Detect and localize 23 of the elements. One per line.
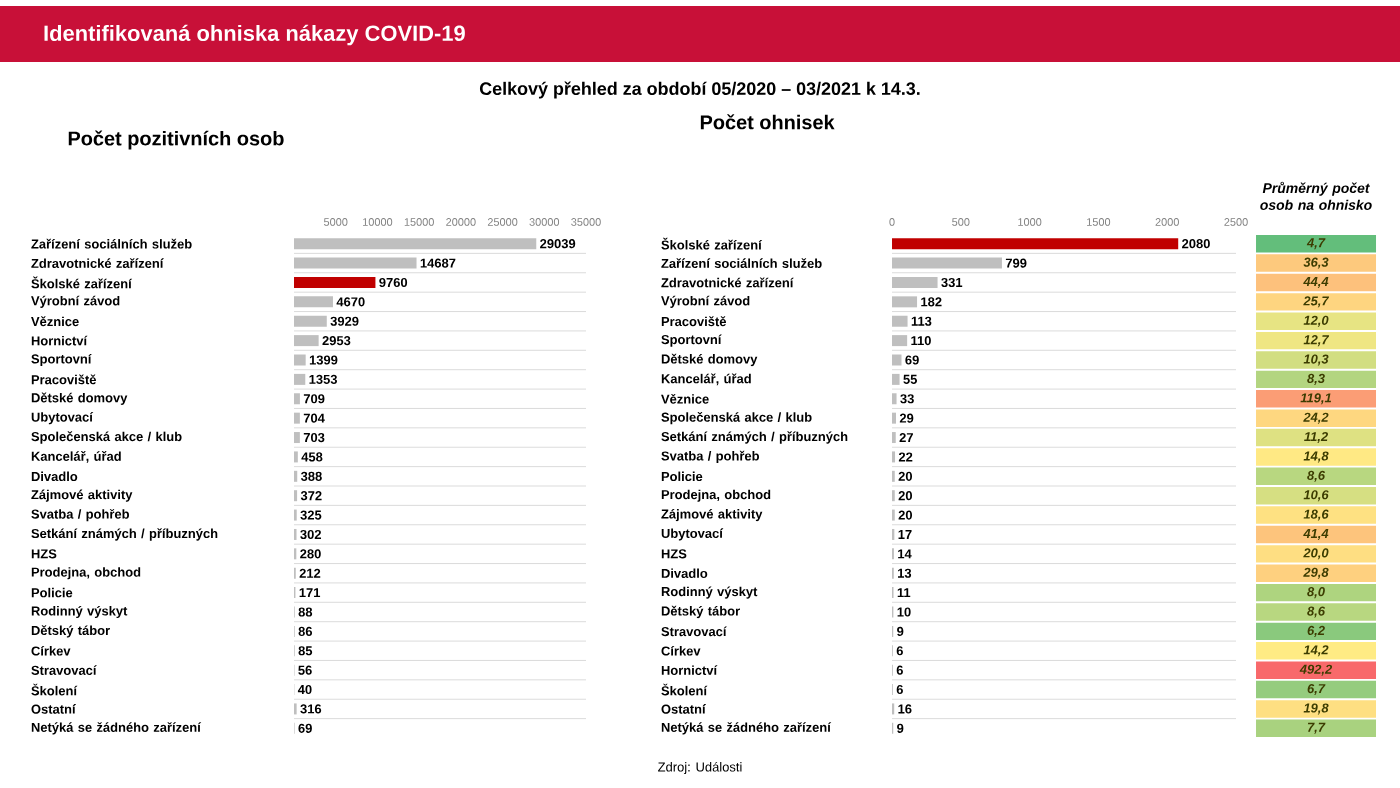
bar <box>294 335 319 347</box>
bar <box>892 296 918 308</box>
bar <box>892 315 908 327</box>
bar <box>892 257 1002 269</box>
chart-title: Počet pozitivních osob <box>68 130 284 150</box>
bar <box>294 432 300 444</box>
bar <box>294 412 300 424</box>
bar <box>892 276 938 288</box>
bar <box>294 373 306 385</box>
chart-title: Počet ohnisek <box>700 114 835 130</box>
bar <box>892 373 900 385</box>
bar <box>294 315 327 327</box>
text: Identifikovaná ohniska nákazy COVID-19 <box>44 24 465 46</box>
bar <box>892 335 908 347</box>
bar <box>294 276 376 288</box>
bar <box>294 238 537 250</box>
bar <box>294 354 306 366</box>
bar <box>892 354 902 366</box>
text: Celkový přehled za období 05/2020 – 03/2021 k 14.3. <box>479 81 920 99</box>
bar <box>294 393 300 405</box>
bar <box>294 257 417 269</box>
bar <box>892 238 1179 250</box>
bar <box>294 296 333 308</box>
